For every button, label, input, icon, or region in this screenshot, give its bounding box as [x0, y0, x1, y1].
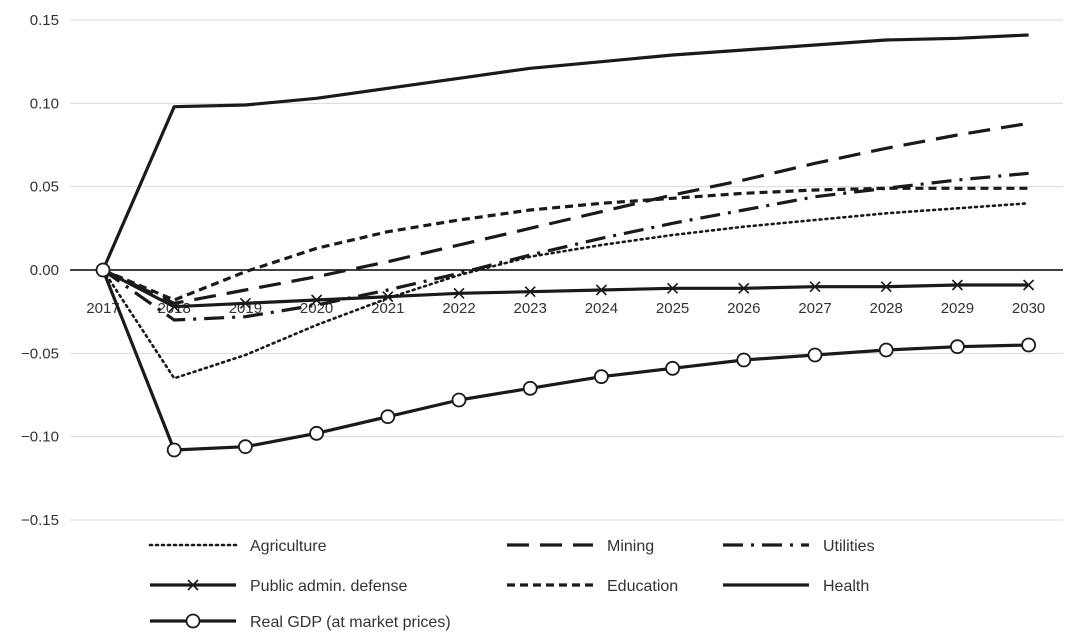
- series-line-health: [101, 33, 1029, 271]
- legend-label: Real GDP (at market prices): [250, 614, 451, 631]
- data-point-real-gdp-at-market-prices: [878, 342, 894, 358]
- y-tick-label: −0.15: [21, 512, 59, 529]
- data-point-public-admin-defense: [311, 294, 323, 306]
- legend-item-mining: Mining: [507, 538, 654, 555]
- legend-item-agriculture: Agriculture: [148, 538, 327, 555]
- x-tick-label: 2025: [656, 300, 689, 317]
- legend-item-real-gdp-at-market-prices: Real GDP (at market prices): [150, 613, 451, 631]
- y-tick-label: 0.15: [30, 12, 59, 29]
- data-point-real-gdp-at-market-prices: [166, 442, 182, 458]
- data-point-public-admin-defense: [453, 287, 465, 299]
- series-education: [102, 186, 1029, 302]
- legend-label: Agriculture: [250, 538, 327, 555]
- data-point-public-admin-defense: [1023, 279, 1035, 291]
- legend-label: Mining: [607, 538, 654, 555]
- data-point-real-gdp-at-market-prices: [380, 409, 396, 425]
- y-tick-label: −0.05: [21, 345, 59, 362]
- legend-item-public-admin-defense: Public admin. defense: [150, 578, 408, 595]
- legend: Agriculture Mining Utilities Public admin. …: [148, 538, 875, 631]
- legend-label: Public admin. defense: [250, 578, 408, 595]
- series-line-agriculture: [101, 202, 1030, 380]
- data-point-public-admin-defense: [239, 297, 251, 309]
- x-tick-label: 2018: [158, 300, 191, 317]
- data-point-public-admin-defense: [809, 281, 821, 293]
- series-public-admin-defense: [97, 264, 1035, 313]
- x-tick-label: 2024: [585, 300, 618, 317]
- legend-label: Education: [607, 578, 678, 595]
- data-point-real-gdp-at-market-prices: [594, 369, 609, 385]
- series-line-real-gdp-at-market-prices: [101, 269, 1029, 452]
- x-tick-label: 2021: [371, 300, 404, 317]
- data-point-public-admin-defense: [595, 284, 607, 296]
- x-tick-label: 2022: [442, 300, 475, 317]
- series-health: [101, 33, 1029, 271]
- data-point-public-admin-defense: [738, 282, 750, 294]
- legend-label: Health: [823, 578, 869, 595]
- x-tick-label: 2023: [514, 300, 547, 317]
- y-tick-label: 0.00: [30, 262, 59, 279]
- data-point-real-gdp-at-market-prices: [736, 352, 752, 368]
- gridlines: [70, 19, 1063, 521]
- legend-item-utilities: Utilities: [723, 538, 875, 555]
- data-point-real-gdp-at-market-prices: [665, 360, 680, 376]
- data-point-public-admin-defense: [168, 301, 180, 313]
- legend-marker: [185, 613, 201, 629]
- data-point-real-gdp-at-market-prices: [522, 380, 538, 396]
- x-tick-label: 2027: [798, 300, 831, 317]
- legend-marker: [187, 579, 199, 591]
- series-agriculture: [101, 202, 1030, 380]
- x-tick-label: 2029: [941, 300, 974, 317]
- series-utilities: [102, 171, 1029, 322]
- series-line-public-admin-defense: [102, 268, 1029, 309]
- data-point-real-gdp-at-market-prices: [309, 425, 325, 441]
- series-mining: [102, 121, 1029, 305]
- data-point-real-gdp-at-market-prices: [950, 339, 965, 355]
- x-tick-label: 2017: [86, 300, 119, 317]
- y-tick-label: 0.05: [30, 179, 59, 196]
- legend-item-health: Health: [723, 578, 869, 595]
- data-point-real-gdp-at-market-prices: [807, 347, 823, 363]
- data-point-real-gdp-at-market-prices: [95, 262, 111, 278]
- series-line-education: [102, 186, 1029, 302]
- series-line-utilities: [102, 171, 1029, 322]
- x-tick-label: 2030: [1012, 300, 1045, 317]
- series-line-mining: [102, 121, 1029, 305]
- data-point-real-gdp-at-market-prices: [1021, 337, 1036, 353]
- data-point-public-admin-defense: [382, 291, 394, 303]
- data-point-real-gdp-at-market-prices: [237, 439, 253, 455]
- y-tick-label: 0.10: [30, 95, 59, 112]
- series-lines: [95, 33, 1036, 458]
- data-point-public-admin-defense: [667, 282, 679, 294]
- legend-label: Utilities: [823, 538, 875, 555]
- data-point-public-admin-defense: [951, 279, 963, 291]
- data-point-public-admin-defense: [524, 286, 536, 298]
- x-tick-label: 2026: [727, 300, 760, 317]
- x-tick-label: 2028: [870, 300, 903, 317]
- data-point-public-admin-defense: [880, 281, 892, 293]
- legend-item-education: Education: [507, 578, 678, 595]
- data-point-real-gdp-at-market-prices: [451, 392, 467, 408]
- y-tick-label: −0.10: [21, 429, 59, 446]
- series-real-gdp-at-market-prices: [95, 262, 1036, 458]
- y-axis-tick-labels: 0.15 0.10 0.05 0.00 −0.05 −0.10 −0.15: [21, 12, 59, 529]
